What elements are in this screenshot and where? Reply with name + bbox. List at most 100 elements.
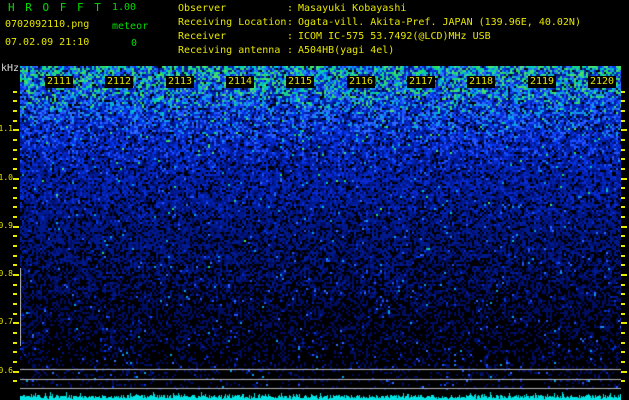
freq-tick-left — [13, 178, 19, 180]
freq-tick-right — [621, 197, 625, 199]
freq-tick-right — [621, 313, 625, 315]
freq-tick-left — [13, 351, 17, 353]
freq-tick-right — [621, 342, 625, 344]
freq-tick-left — [13, 274, 19, 276]
freq-tick-right — [621, 371, 627, 373]
freq-tick-right — [621, 264, 625, 266]
station-info: Observer: Masayuki Kobayashi Receiving Lo… — [178, 2, 581, 58]
freq-tick-right — [621, 361, 625, 363]
time-label: 2116 — [347, 76, 376, 88]
freq-tick-right — [621, 168, 625, 170]
freq-tick-left — [13, 284, 17, 286]
freq-tick-left — [13, 139, 17, 141]
freq-tick-right — [621, 293, 625, 295]
freq-tick-left — [13, 91, 17, 93]
freq-tick-right — [621, 226, 627, 228]
freq-tick-left — [13, 197, 17, 199]
freq-tick-right — [621, 187, 625, 189]
time-label: 2118 — [467, 76, 496, 88]
freq-tick-right — [621, 216, 625, 218]
freq-tick-left — [13, 322, 19, 324]
freq-tick-left — [13, 226, 19, 228]
freq-label: 1.1 — [0, 124, 13, 133]
time-label: 2117 — [407, 76, 436, 88]
freq-tick-left — [13, 168, 17, 170]
info-colon: : — [287, 3, 294, 14]
freq-tick-left — [13, 313, 17, 315]
freq-tick-right — [621, 322, 627, 324]
info-value: Masayuki Kobayashi — [298, 3, 407, 14]
freq-tick-right — [621, 235, 625, 237]
info-colon: : — [287, 17, 294, 28]
app-title: H R O F F T — [8, 1, 103, 14]
freq-tick-left — [13, 380, 17, 382]
freq-tick-right — [621, 255, 625, 257]
freq-tick-left — [13, 120, 17, 122]
freq-tick-right — [621, 303, 625, 305]
time-label: 2111 — [45, 76, 74, 88]
freq-tick-right — [621, 91, 625, 93]
meteor-count: 0 — [131, 38, 138, 49]
output-filename: 0702092110.png — [5, 19, 90, 30]
observation-timestamp: 07.02.09 21:10 — [5, 37, 90, 48]
freq-tick-left — [13, 216, 17, 218]
freq-tick-right — [621, 245, 625, 247]
freq-tick-left — [13, 371, 19, 373]
freq-tick-right — [621, 110, 625, 112]
freq-label: 0.9 — [0, 221, 13, 230]
freq-label: 0.6 — [0, 366, 13, 375]
freq-tick-left — [13, 293, 17, 295]
freq-tick-right — [621, 206, 625, 208]
info-label: Receiver — [178, 31, 227, 42]
freq-tick-right — [621, 120, 625, 122]
info-row: Receiver: ICOM IC-575 53.7492(@LCD)MHz U… — [178, 30, 581, 44]
info-value: A504HB(yagi 4el) — [298, 45, 395, 56]
observation-mode: meteor — [112, 21, 149, 32]
app-version: 1.00 — [112, 2, 137, 13]
info-row: Receiving Location: Ogata-vill. Akita-Pr… — [178, 16, 581, 30]
info-row: Receiving antenna: A504HB(yagi 4el) — [178, 44, 581, 58]
freq-tick-left — [13, 158, 17, 160]
time-label: 2115 — [286, 76, 315, 88]
time-label: 2113 — [166, 76, 195, 88]
freq-label: 0.8 — [0, 269, 13, 278]
info-label: Receiving Location — [178, 17, 287, 28]
info-value: ICOM IC-575 53.7492(@LCD)MHz USB — [298, 31, 491, 42]
time-label: 2114 — [226, 76, 255, 88]
time-label: 2119 — [528, 76, 557, 88]
info-colon: : — [287, 45, 294, 56]
freq-tick-right — [621, 351, 625, 353]
info-value: Ogata-vill. Akita-Pref. JAPAN (139.96E, … — [298, 17, 581, 28]
freq-tick-left — [13, 235, 17, 237]
freq-tick-right — [621, 284, 625, 286]
freq-tick-left — [13, 342, 17, 344]
freq-tick-right — [621, 178, 627, 180]
freq-tick-left — [13, 332, 17, 334]
freq-tick-left — [13, 206, 17, 208]
spectrogram-canvas — [20, 66, 621, 400]
freq-tick-left — [13, 149, 17, 151]
freq-tick-left — [13, 361, 17, 363]
freq-tick-left — [13, 303, 17, 305]
freq-tick-right — [621, 100, 625, 102]
freq-axis-unit-label: kHz — [1, 63, 20, 74]
time-label: 2112 — [105, 76, 134, 88]
freq-label: 1.0 — [0, 173, 13, 182]
freq-tick-right — [621, 129, 627, 131]
freq-tick-left — [13, 264, 17, 266]
freq-tick-right — [621, 139, 625, 141]
info-label: Receiving antenna — [178, 45, 281, 56]
time-label: 2120 — [588, 76, 617, 88]
freq-tick-right — [621, 274, 627, 276]
freq-tick-right — [621, 158, 625, 160]
info-label: Observer — [178, 3, 227, 14]
freq-tick-left — [13, 245, 17, 247]
freq-tick-right — [621, 380, 625, 382]
freq-label: 0.7 — [0, 317, 13, 326]
info-colon: : — [287, 31, 294, 42]
freq-tick-right — [621, 149, 625, 151]
freq-tick-left — [13, 110, 17, 112]
freq-tick-left — [13, 129, 19, 131]
info-row: Observer: Masayuki Kobayashi — [178, 2, 581, 16]
